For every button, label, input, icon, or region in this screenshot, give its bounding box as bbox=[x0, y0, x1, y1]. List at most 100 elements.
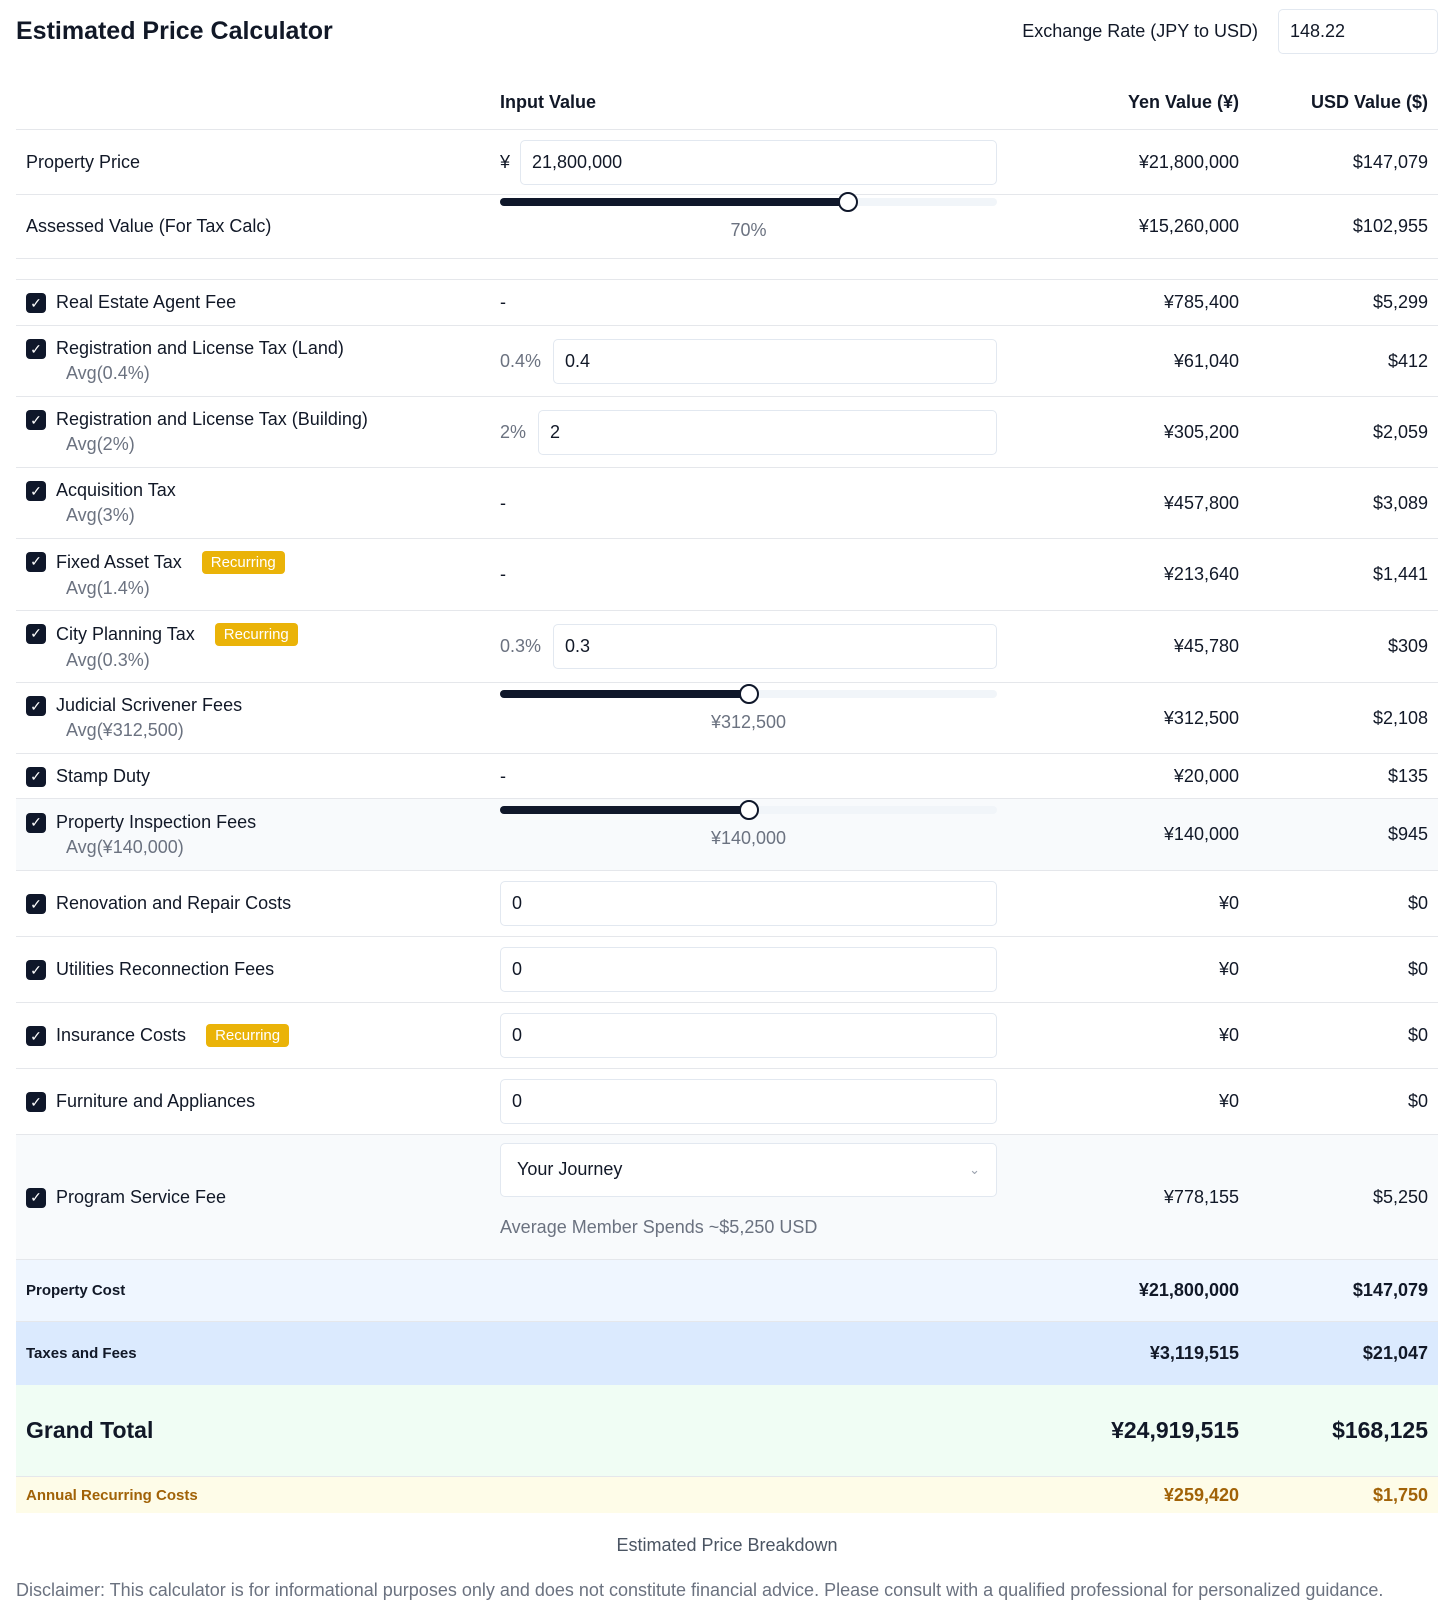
row-label: Insurance Costs bbox=[56, 1025, 187, 1045]
input-placeholder-dash: - bbox=[500, 564, 506, 584]
table-row: ✓ Fixed Asset Tax Recurring Avg(1.4%) - ¥213,… bbox=[16, 539, 1438, 611]
row-label: Furniture and Appliances bbox=[56, 1091, 256, 1111]
include-checkbox[interactable]: ✓ bbox=[26, 339, 46, 359]
program-select[interactable]: Your Journey ⌄ bbox=[500, 1142, 997, 1197]
rate-percent: 0.3% bbox=[500, 636, 542, 656]
table-row: ✓ Judicial Scrivener Fees Avg(¥312,500) ¥31… bbox=[16, 683, 1438, 754]
usd-value: $1,441 bbox=[1372, 564, 1428, 584]
recurring-badge: Recurring bbox=[214, 622, 298, 646]
check-icon: ✓ bbox=[30, 553, 42, 569]
check-icon: ✓ bbox=[30, 340, 42, 357]
row-label: Assessed Value (For Tax Calc) bbox=[26, 216, 272, 236]
usd-value: $0 bbox=[1407, 959, 1428, 979]
include-checkbox[interactable]: ✓ bbox=[26, 481, 46, 501]
table-row: ✓ Insurance Costs Recurring ¥0 $0 bbox=[16, 1003, 1438, 1069]
rate-percent: 0.4% bbox=[500, 350, 542, 371]
include-checkbox[interactable]: ✓ bbox=[26, 696, 46, 716]
table-row: ✓ Property Inspection Fees Avg(¥140,000) ¥1… bbox=[16, 799, 1438, 871]
slider-value: ¥312,500 bbox=[710, 711, 787, 732]
yen-value: ¥0 bbox=[1218, 893, 1239, 913]
include-checkbox[interactable]: ✓ bbox=[26, 894, 46, 914]
usd-value: $945 bbox=[1387, 824, 1428, 844]
include-checkbox[interactable]: ✓ bbox=[26, 960, 46, 980]
col-input: Input Value bbox=[500, 92, 597, 112]
table-row: ✓ Utilities Reconnection Fees ¥0 $0 bbox=[16, 937, 1438, 1003]
col-usd: USD Value ($) bbox=[1310, 92, 1428, 112]
row-label: Property Price bbox=[26, 151, 141, 172]
average-hint: Avg(0.3%) bbox=[66, 649, 150, 670]
fee-slider[interactable]: ¥140,000 bbox=[500, 800, 997, 849]
row-label: Stamp Duty bbox=[56, 765, 151, 786]
amount-input[interactable] bbox=[500, 881, 997, 926]
chevron-down-icon: ⌄ bbox=[969, 1161, 980, 1177]
row-label: Acquisition Tax bbox=[56, 480, 176, 500]
usd-value: $135 bbox=[1387, 765, 1428, 786]
table-caption: Estimated Price Breakdown bbox=[616, 1535, 838, 1555]
include-checkbox[interactable]: ✓ bbox=[26, 766, 46, 787]
average-hint: Avg(3%) bbox=[66, 505, 135, 525]
usd-value: $2,059 bbox=[1372, 421, 1428, 442]
input-placeholder-dash: - bbox=[500, 292, 506, 312]
input-placeholder-dash: - bbox=[500, 765, 506, 786]
usd-value: $147,079 bbox=[1352, 1280, 1428, 1300]
rate-input[interactable] bbox=[553, 338, 997, 384]
yen-value: ¥24,919,515 bbox=[1111, 1417, 1239, 1443]
average-hint: Avg(¥312,500) bbox=[66, 720, 184, 740]
rate-input[interactable] bbox=[553, 624, 997, 669]
table-row: ✓ Furniture and Appliances ¥0 $0 bbox=[16, 1069, 1438, 1135]
check-icon: ✓ bbox=[30, 294, 42, 311]
rate-percent: 2% bbox=[500, 421, 527, 442]
amount-input[interactable] bbox=[500, 1013, 997, 1058]
yen-value: ¥785,400 bbox=[1163, 292, 1239, 312]
rate-input[interactable] bbox=[538, 409, 997, 455]
include-checkbox[interactable]: ✓ bbox=[26, 812, 46, 833]
include-checkbox[interactable]: ✓ bbox=[26, 1026, 46, 1046]
yen-value: ¥778,155 bbox=[1163, 1186, 1239, 1207]
row-property-cost: Property Cost ¥21,800,000 $147,079 bbox=[16, 1260, 1438, 1322]
usd-value: $3,089 bbox=[1372, 492, 1428, 513]
include-checkbox[interactable]: ✓ bbox=[26, 293, 46, 313]
slider-thumb[interactable] bbox=[837, 192, 858, 212]
amount-input[interactable] bbox=[500, 947, 997, 992]
fee-slider[interactable]: ¥312,500 bbox=[500, 683, 997, 733]
exchange-rate-input[interactable] bbox=[1278, 8, 1438, 54]
include-checkbox[interactable]: ✓ bbox=[26, 1092, 46, 1112]
include-checkbox[interactable]: ✓ bbox=[26, 410, 46, 430]
usd-value: $309 bbox=[1387, 636, 1428, 656]
yen-value: ¥213,640 bbox=[1163, 564, 1239, 584]
table-row: ✓ City Planning Tax Recurring Avg(0.3%) 0.3%… bbox=[16, 611, 1438, 683]
usd-value: $2,108 bbox=[1372, 707, 1428, 728]
recurring-badge: Recurring bbox=[201, 550, 285, 574]
property-price-input[interactable] bbox=[520, 139, 997, 185]
table-header: Input Value Yen Value (¥) USD Value ($) bbox=[16, 76, 1438, 130]
grand-total-label: Grand Total bbox=[26, 1417, 154, 1443]
usd-value: $412 bbox=[1387, 350, 1428, 371]
page-title: Estimated Price Calculator bbox=[16, 16, 333, 45]
yen-value: ¥312,500 bbox=[1163, 707, 1239, 728]
include-checkbox[interactable]: ✓ bbox=[26, 551, 46, 572]
row-annual-recurring: Annual Recurring Costs ¥259,420 $1,750 bbox=[16, 1477, 1438, 1513]
row-label: Registration and License Tax (Building) bbox=[56, 409, 368, 429]
disclaimer: Disclaimer: This calculator is for infor… bbox=[16, 1580, 1384, 1600]
include-checkbox[interactable]: ✓ bbox=[26, 623, 46, 644]
row-label: Registration and License Tax (Land) bbox=[56, 338, 344, 358]
yen-prefix: ¥ bbox=[500, 151, 511, 172]
exchange-rate-label: Exchange Rate (JPY to USD) bbox=[1022, 20, 1258, 41]
usd-value: $0 bbox=[1407, 1091, 1428, 1111]
usd-value: $168,125 bbox=[1332, 1417, 1428, 1443]
check-icon: ✓ bbox=[30, 411, 42, 428]
total-label: Annual Recurring Costs bbox=[26, 1486, 198, 1504]
yen-value: ¥0 bbox=[1218, 959, 1239, 979]
average-hint: Avg(1.4%) bbox=[66, 577, 150, 598]
yen-value: ¥0 bbox=[1218, 1091, 1239, 1111]
amount-input[interactable] bbox=[500, 1079, 997, 1124]
usd-value: $0 bbox=[1407, 1025, 1428, 1045]
assessed-slider[interactable]: 70% bbox=[500, 192, 997, 241]
slider-value: ¥140,000 bbox=[710, 828, 787, 848]
slider-thumb[interactable] bbox=[738, 683, 759, 704]
slider-thumb[interactable] bbox=[738, 800, 759, 820]
average-hint: Avg(2%) bbox=[66, 434, 135, 454]
slider-value: 70% bbox=[730, 220, 767, 240]
check-icon: ✓ bbox=[30, 1093, 42, 1110]
include-checkbox[interactable]: ✓ bbox=[26, 1187, 46, 1208]
